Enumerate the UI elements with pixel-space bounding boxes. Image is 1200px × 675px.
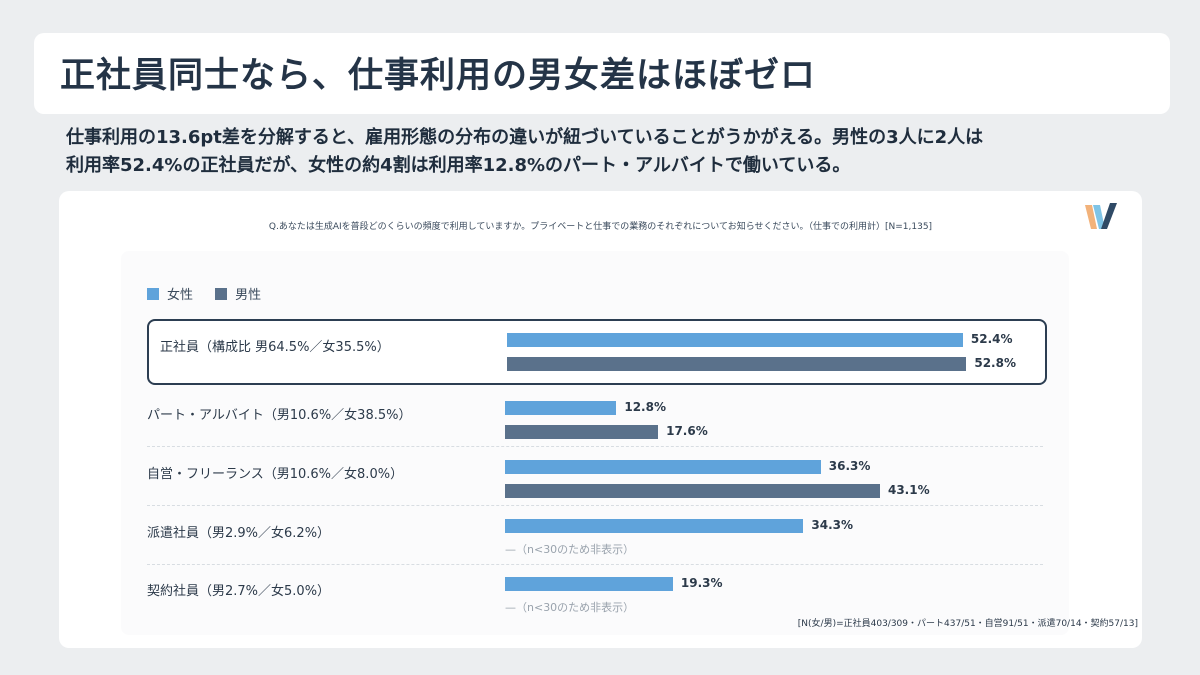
bar-male bbox=[505, 484, 880, 498]
title-card: 正社員同士なら、仕事利用の男女差はほぼゼロ bbox=[34, 33, 1170, 114]
category-label: 正社員（構成比 男64.5%／女35.5%） bbox=[160, 340, 390, 355]
bar-female bbox=[507, 333, 963, 347]
brand-logo-icon bbox=[1085, 203, 1117, 229]
value-label-female: 19.3% bbox=[680, 576, 723, 590]
category-label: 自営・フリーランス（男10.6%／女8.0%） bbox=[147, 467, 404, 482]
legend-label-male: 男性 bbox=[235, 288, 262, 303]
sample-size-footnote: [N(女/男)=正社員403/309・パート437/51・自営91/51・派遣7… bbox=[797, 619, 1138, 629]
bar-female bbox=[505, 460, 821, 474]
value-label-male: 17.6% bbox=[666, 424, 708, 438]
legend-swatch-male bbox=[215, 287, 228, 300]
value-label-male: 52.8% bbox=[974, 356, 1016, 370]
category-label: 派遣社員（男2.9%／女6.2%） bbox=[147, 526, 331, 541]
value-label-male-hidden: —（n<30のため非表示） bbox=[505, 543, 635, 556]
legend-label-female: 女性 bbox=[167, 288, 194, 303]
value-label-female: 34.3% bbox=[811, 518, 854, 532]
bar-female bbox=[505, 401, 617, 415]
value-label-female: 52.4% bbox=[970, 332, 1013, 346]
value-label-male-hidden: —（n<30のため非表示） bbox=[505, 601, 635, 614]
legend-item-female: 女性 bbox=[147, 284, 193, 303]
row-separator bbox=[147, 505, 1043, 506]
chart-area bbox=[121, 251, 1069, 635]
highlight-box-regular-employee bbox=[147, 319, 1047, 385]
lead-text: 仕事利用の13.6pt差を分解すると、雇用形態の分布の違いが紐づいていることがう… bbox=[66, 124, 1166, 180]
survey-question: Q.あなたは生成AIを普段どのくらいの頻度で利用していますか。プライベートと仕事… bbox=[268, 222, 933, 232]
value-label-female: 36.3% bbox=[828, 459, 871, 473]
page-title: 正社員同士なら、仕事利用の男女差はほぼゼロ bbox=[60, 56, 817, 96]
value-label-female: 12.8% bbox=[624, 400, 666, 414]
category-label: パート・アルバイト（男10.6%／女38.5%） bbox=[147, 408, 412, 423]
lead-line-2: 利用率52.4%の正社員だが、女性の約4割は利用率12.8%のパート・アルバイト… bbox=[66, 155, 851, 176]
value-label-male: 43.1% bbox=[887, 483, 930, 497]
bar-female bbox=[505, 577, 673, 591]
row-separator bbox=[147, 564, 1043, 565]
legend-item-male: 男性 bbox=[215, 284, 261, 303]
category-label: 契約社員（男2.7%／女5.0%） bbox=[147, 584, 331, 599]
row-separator bbox=[147, 446, 1043, 447]
bar-male bbox=[505, 425, 659, 439]
bar-female bbox=[505, 519, 804, 533]
bar-male bbox=[507, 357, 967, 371]
legend-swatch-female bbox=[147, 287, 159, 300]
chart-legend: 女性 男性 bbox=[147, 284, 279, 304]
lead-line-1: 仕事利用の13.6pt差を分解すると、雇用形態の分布の違いが紐づいていることがう… bbox=[66, 127, 984, 148]
